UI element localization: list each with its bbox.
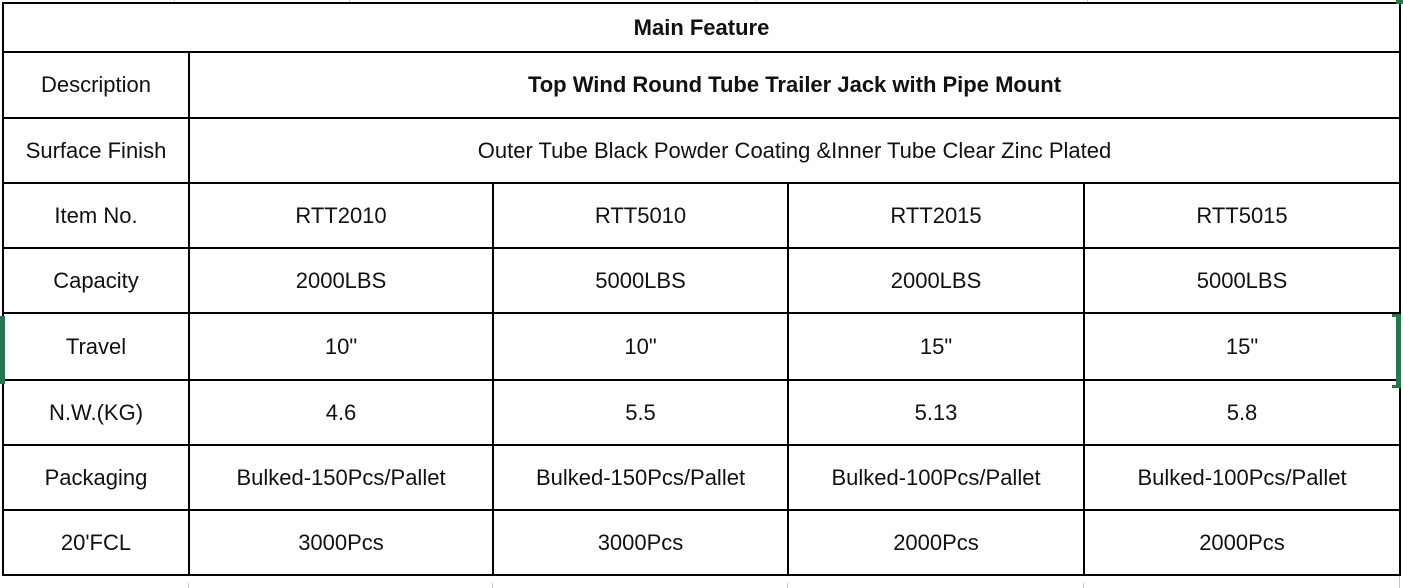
description-row: Description Top Wind Round Tube Trailer … <box>2 51 1401 119</box>
table-title-cell[interactable]: Main Feature <box>2 2 1401 53</box>
surface-finish-value-cell[interactable]: Outer Tube Black Powder Coating &Inner T… <box>188 117 1401 184</box>
main-feature-table: Main Feature Description Top Wind Round … <box>2 2 1401 576</box>
surface-finish-label-cell[interactable]: Surface Finish <box>2 117 190 184</box>
capacity-cell-3[interactable]: 2000LBS <box>787 247 1085 314</box>
travel-cell-1[interactable]: 10" <box>188 312 494 381</box>
fcl-cell-1[interactable]: 3000Pcs <box>188 509 494 576</box>
item-no-cell-2[interactable]: RTT5010 <box>492 182 789 249</box>
net-weight-cell-4[interactable]: 5.8 <box>1083 379 1401 446</box>
capacity-label-cell[interactable]: Capacity <box>2 247 190 314</box>
travel-label-cell[interactable]: Travel <box>2 312 190 381</box>
selection-border-left <box>0 316 5 384</box>
gridline-stub <box>188 583 189 588</box>
packaging-row: Packaging Bulked-150Pcs/Pallet Bulked-15… <box>2 444 1401 511</box>
fcl-label-cell[interactable]: 20'FCL <box>2 509 190 576</box>
item-no-cell-3[interactable]: RTT2015 <box>787 182 1085 249</box>
fcl-cell-3[interactable]: 2000Pcs <box>787 509 1085 576</box>
net-weight-cell-2[interactable]: 5.5 <box>492 379 789 446</box>
description-value-cell[interactable]: Top Wind Round Tube Trailer Jack with Pi… <box>188 51 1401 119</box>
capacity-row: Capacity 2000LBS 5000LBS 2000LBS 5000LBS <box>2 247 1401 314</box>
packaging-cell-1[interactable]: Bulked-150Pcs/Pallet <box>188 444 494 511</box>
gridline-stub <box>492 583 493 588</box>
gridline-tick <box>349 0 350 2</box>
fcl-cell-4[interactable]: 2000Pcs <box>1083 509 1401 576</box>
packaging-cell-4[interactable]: Bulked-100Pcs/Pallet <box>1083 444 1401 511</box>
net-weight-cell-1[interactable]: 4.6 <box>188 379 494 446</box>
title-row: Main Feature <box>2 2 1401 53</box>
gridline-stub <box>787 583 788 588</box>
selection-border-right <box>1392 314 1401 388</box>
fcl-cell-2[interactable]: 3000Pcs <box>492 509 789 576</box>
net-weight-label-cell[interactable]: N.W.(KG) <box>2 379 190 446</box>
description-label-cell[interactable]: Description <box>2 51 190 119</box>
capacity-cell-4[interactable]: 5000LBS <box>1083 247 1401 314</box>
travel-cell-3[interactable]: 15" <box>787 312 1085 381</box>
gridline-tick <box>1087 0 1088 2</box>
packaging-label-cell[interactable]: Packaging <box>2 444 190 511</box>
item-no-label-cell[interactable]: Item No. <box>2 182 190 249</box>
gridline-tick <box>756 0 757 2</box>
travel-row-selected: Travel 10" 10" 15" 15" <box>2 312 1401 381</box>
packaging-cell-2[interactable]: Bulked-150Pcs/Pallet <box>492 444 789 511</box>
item-no-row: Item No. RTT2010 RTT5010 RTT2015 RTT5015 <box>2 182 1401 249</box>
surface-finish-row: Surface Finish Outer Tube Black Powder C… <box>2 117 1401 184</box>
item-no-cell-4[interactable]: RTT5015 <box>1083 182 1401 249</box>
net-weight-cell-3[interactable]: 5.13 <box>787 379 1085 446</box>
packaging-cell-3[interactable]: Bulked-100Pcs/Pallet <box>787 444 1085 511</box>
capacity-cell-1[interactable]: 2000LBS <box>188 247 494 314</box>
capacity-cell-2[interactable]: 5000LBS <box>492 247 789 314</box>
gridline-tick <box>174 0 175 2</box>
travel-cell-4[interactable]: 15" <box>1083 312 1401 381</box>
gridline-stub <box>1083 583 1084 588</box>
fcl-row: 20'FCL 3000Pcs 3000Pcs 2000Pcs 2000Pcs <box>2 509 1401 576</box>
item-no-cell-1[interactable]: RTT2010 <box>188 182 494 249</box>
travel-cell-2[interactable]: 10" <box>492 312 789 381</box>
selection-mark-top-right <box>1396 0 1403 4</box>
net-weight-row: N.W.(KG) 4.6 5.5 5.13 5.8 <box>2 379 1401 446</box>
